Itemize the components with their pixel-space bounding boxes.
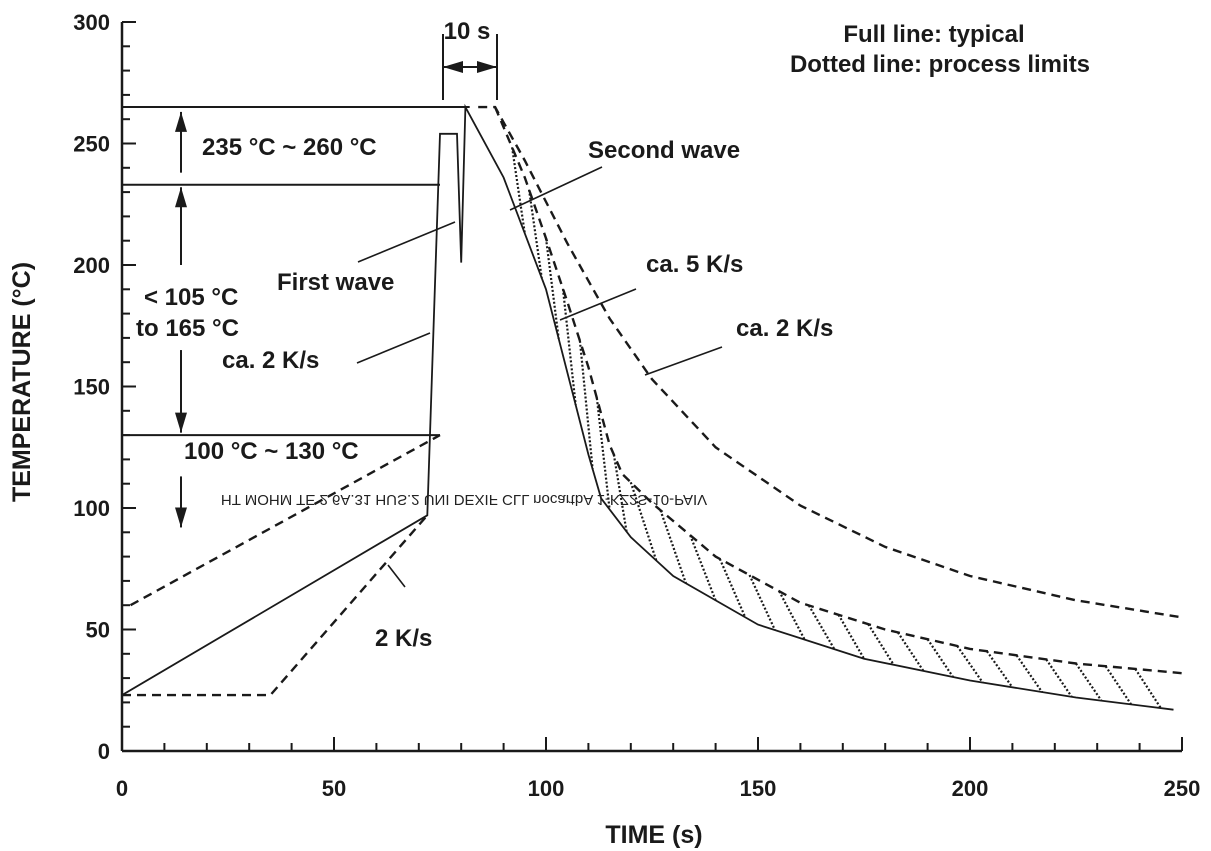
leader-first-wave [357,221,456,263]
annotation-2ks-heating: ca. 2 K/s [222,347,319,374]
x-tick-label: 50 [322,776,346,801]
hatch-mark [807,604,836,650]
y-tick-label: 50 [86,618,110,643]
hatch-mark [897,631,925,672]
series-limit [122,514,429,697]
annotation-2ks-lower: 2 K/s [375,625,432,652]
series-typical [121,103,1174,711]
hatch-mark [510,147,526,234]
dimension-arrows [175,34,498,528]
hatch-mark [867,623,895,666]
ten-s-left-head [443,61,463,73]
y-axis-title: TEMPERATURE (°C) [8,262,36,502]
leader-2ks-lower [387,564,406,588]
annotation-peak-range: 235 °C ~ 260 °C [202,134,377,161]
hatch-mark [527,189,543,279]
hatch-mark [956,645,984,684]
annotation-5ks: ca. 5 K/s [646,251,743,278]
y-tick-label: 150 [73,375,110,400]
hatch-mark [659,509,687,584]
series-limit [493,106,1183,675]
hatch-mark [718,558,747,618]
hatch-mark [629,481,658,561]
x-tick-label: 200 [952,776,989,801]
leader-2ks-cooling [644,346,723,376]
ten-s-right-head [477,61,497,73]
hatch-mark [1104,665,1133,706]
annotation-first-wave: First wave [277,269,394,296]
legend-process-limits: Dotted line: process limits [790,51,1090,78]
annotation-2ks-cooling: ca. 2 K/s [736,315,833,342]
arrow-preheat-down-head [175,412,187,433]
x-tick-label: 250 [1164,776,1201,801]
y-tick-label: 300 [73,10,110,35]
watermark-text: HT MOHM TE 2.6A.31 HUS.2 UNI DEXIF CLL n… [221,491,707,508]
arrow-preheat-up-head [175,187,187,208]
hatch-mark [837,614,865,660]
hatch-mark [595,398,611,510]
reference-lines [122,106,470,437]
tolerance-hatching [510,147,1162,709]
leader-5ks [559,288,637,321]
y-tick-label: 200 [73,253,110,278]
hatch-mark [986,650,1014,688]
hatch-mark [1134,668,1162,709]
annotation-preheat-range: 100 °C ~ 130 °C [184,438,359,465]
hatch-mark [612,454,628,532]
hatch-mark [578,340,594,470]
arrow-peak-head [175,111,187,132]
hatch-mark [1045,658,1073,698]
hatch-mark [544,238,560,340]
series-limit [478,105,1183,619]
y-tick-label: 0 [98,739,110,764]
hatch-mark [1075,662,1103,702]
y-tick-label: 100 [73,496,110,521]
y-tick-label: 250 [73,132,110,157]
series-group [121,103,1183,711]
axes-group: 0 50 100 150 200 250 300 0 50 100 150 200 250 [73,10,1200,801]
legend-typical: Full line: typical [843,21,1024,48]
x-tick-label: 100 [528,776,565,801]
annotation-second-wave: Second wave [588,137,740,164]
hatch-mark [561,288,577,406]
hatch-mark [926,638,954,678]
arrow-preheat-range-head [175,507,187,528]
leader-lines [356,166,723,588]
x-tick-label: 150 [740,776,777,801]
annotation-10s: 10 s [444,18,491,45]
hatch-mark [1015,654,1043,693]
x-tick-label: 0 [116,776,128,801]
annotation-preheat-lower: to 165 °C [136,315,239,342]
x-axis-title: TIME (s) [605,821,702,849]
leader-second-wave [509,166,603,211]
leader-2ks-heating [356,332,431,364]
hatch-mark [778,590,806,641]
annotation-preheat-upper: < 105 °C [144,284,238,311]
